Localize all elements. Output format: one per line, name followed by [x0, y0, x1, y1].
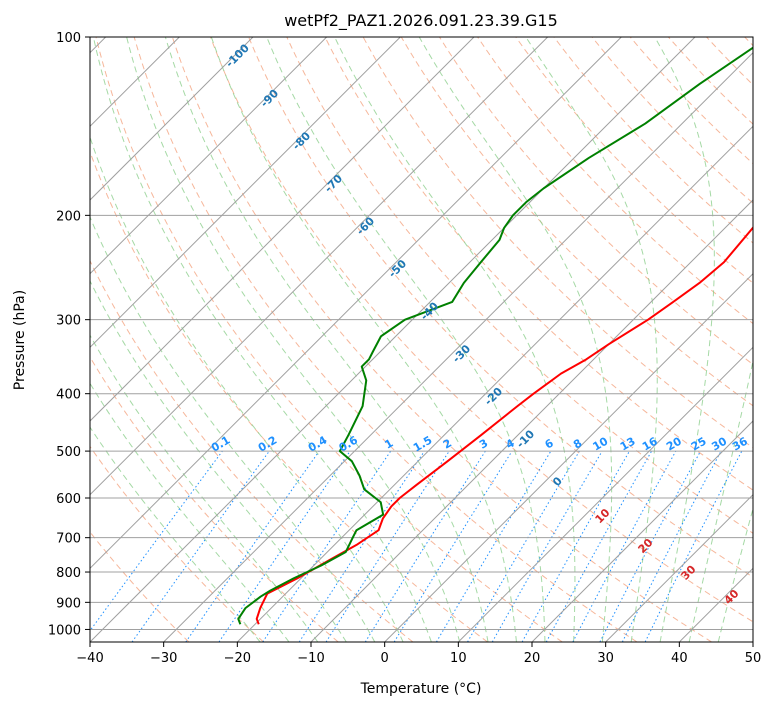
x-tick-label: −40	[76, 651, 103, 666]
isotherm-line	[90, 37, 696, 642]
moist-adiabat-line	[418, 37, 613, 642]
moist-adiabat-line	[688, 358, 753, 642]
isotherm-line	[605, 493, 753, 642]
x-tick-label: 10	[450, 651, 467, 666]
x-tick-label: 20	[524, 651, 541, 666]
x-tick-label: 50	[745, 651, 762, 666]
mixing-ratio-line	[572, 450, 677, 642]
moist-adiabat-line	[525, 37, 658, 642]
isotherm-line	[384, 272, 753, 642]
moist-adiabat-line	[717, 506, 753, 642]
isotherm-line	[163, 51, 753, 642]
moist-adiabat-line	[92, 37, 432, 642]
x-tick-label: −10	[297, 651, 324, 666]
dry-adiabat-line	[248, 37, 753, 578]
isotherm-line	[90, 37, 622, 570]
isotherm-line	[90, 37, 328, 275]
x-tick-label: −20	[224, 651, 251, 666]
x-tick-label: 30	[597, 651, 614, 666]
x-tick-label: 40	[671, 651, 688, 666]
y-tick-label: 100	[56, 31, 81, 46]
mixing-ratio-line	[90, 450, 223, 632]
mixing-ratio-line	[131, 450, 270, 642]
plot-frame	[89, 36, 754, 643]
dry-adiabat-line	[90, 445, 264, 642]
y-axis-title: Pressure (hPa)	[12, 290, 28, 390]
isotherm-line	[90, 37, 475, 422]
isotherm-line	[90, 37, 401, 349]
moist-adiabat-line	[126, 37, 461, 642]
chart-title: wetPf2_PAZ1.2026.091.23.39.G15	[284, 11, 558, 31]
isotherm-line	[90, 37, 549, 496]
y-tick-label: 300	[56, 314, 81, 329]
profile-lines	[237, 46, 753, 625]
isotherm-line	[236, 125, 753, 642]
isotherm-line	[310, 199, 753, 642]
moist-adiabat-line	[90, 426, 261, 642]
y-tick-label: 200	[56, 209, 81, 224]
dry-adiabat-line	[95, 37, 563, 642]
moist-adiabat-line	[90, 135, 404, 642]
dry-adiabat-line	[90, 356, 339, 642]
isotherm-line	[457, 346, 753, 642]
x-tick-label: −30	[150, 651, 177, 666]
mixing-ratio-line	[644, 450, 743, 642]
y-tick-label: 900	[56, 596, 81, 611]
dry-adiabat-line	[90, 259, 414, 642]
y-tick-label: 700	[56, 532, 81, 547]
moist-adiabat-line	[164, 37, 489, 642]
isotherm-line	[531, 420, 753, 642]
dry-adiabat-line	[171, 37, 712, 642]
moist-adiabat-line	[90, 215, 376, 642]
isotherm-line	[90, 37, 254, 201]
dry-adiabat-line	[515, 37, 753, 284]
y-tick-label: 500	[56, 445, 81, 460]
y-tick-label: 1000	[48, 623, 81, 638]
moist-adiabat-line	[654, 37, 715, 642]
dewpoint-profile	[237, 46, 753, 625]
mixing-ratio-line	[218, 450, 351, 642]
mixing-ratio-line	[521, 450, 630, 642]
y-tick-label: 400	[56, 388, 81, 403]
mixing-ratio-line	[545, 450, 653, 642]
mixing-ratio-line	[393, 450, 513, 642]
y-tick-label: 800	[56, 566, 81, 581]
dry-adiabat-line	[210, 37, 753, 623]
mixing-ratio-line	[185, 450, 320, 642]
moist-adiabat-line	[210, 37, 517, 642]
isotherm-line	[752, 641, 753, 642]
dry-adiabat-line	[324, 37, 753, 491]
mixing-ratio-line	[262, 450, 392, 642]
moist-adiabat-line	[90, 334, 319, 642]
plot-background	[90, 37, 753, 642]
moist-adiabat-line	[334, 37, 576, 642]
axes: −40 −30 −20 −10 0 10 20 30 40 50 100 200 300 400 500 60…	[48, 31, 761, 666]
mixing-ratio-line	[325, 450, 450, 642]
x-tick-label: 0	[381, 651, 389, 666]
y-tick-label: 600	[56, 492, 81, 507]
mixing-ratio-line	[298, 450, 425, 642]
x-axis-title: Temperature (°C)	[360, 681, 482, 697]
dry-adiabat-line	[286, 37, 753, 534]
moist-adiabat-line	[266, 37, 546, 642]
